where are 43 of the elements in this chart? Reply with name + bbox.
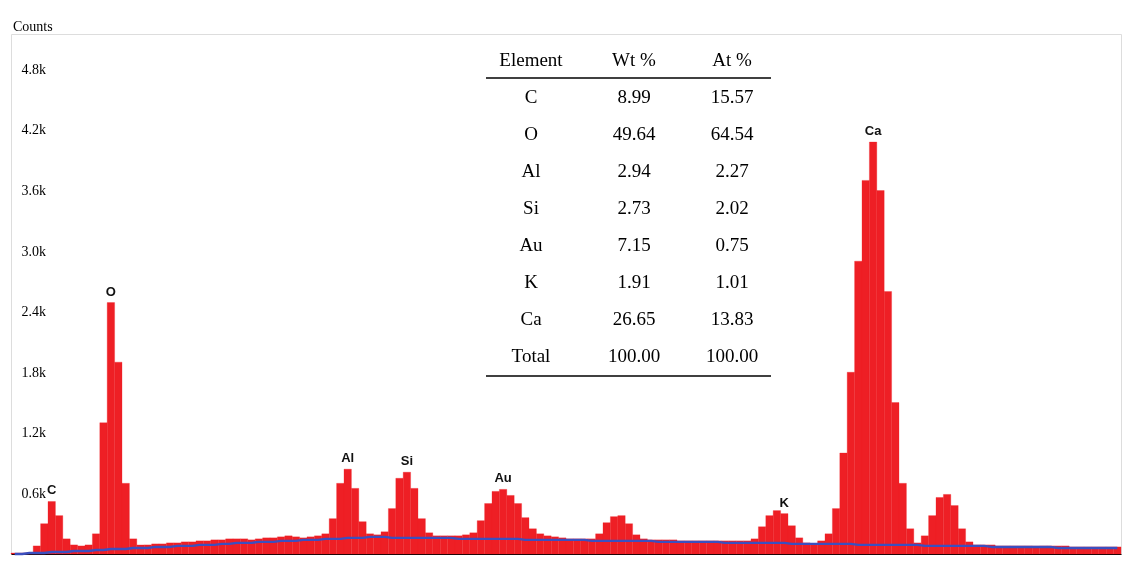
data-label: Si [400,453,414,469]
data-label: Ca [864,123,883,139]
y-tick-label: 4.2k [21,122,46,138]
annotation: Total [511,345,551,366]
annotation: 1.01 [715,271,749,292]
annotation: 2.02 [715,197,749,218]
annotation: 2.94 [617,160,652,181]
data-label: C [47,482,57,498]
y-tick-label: 4.8k [21,61,46,77]
annotation: 49.64 [612,123,656,144]
annotation: K [524,271,539,292]
annotation: 0.75 [715,234,749,255]
annotation: 2.73 [617,197,651,218]
data-label: K [779,494,790,510]
y-tick-label: 2.4k [21,304,46,320]
y-tick-label: 1.2k [21,425,46,441]
annotation: Wt % [612,49,657,70]
annotation: 15.57 [710,86,754,107]
y-tick-label: 3.0k [21,243,46,259]
data-label: O [105,283,116,299]
annotation: O [524,123,538,144]
data-label: Al [341,450,355,466]
annotation: 26.65 [612,308,656,329]
y-axis-title: Counts [13,19,53,34]
annotation: 100.00 [705,345,759,366]
y-tick-label: 0.6k [21,485,46,501]
annotation: Al [521,160,541,181]
annotation: 100.00 [607,345,661,366]
data-label: Au [494,470,512,486]
y-tick-label: 1.8k [21,364,46,380]
annotation: Ca [520,308,543,329]
annotation: Element [499,49,564,70]
annotation: 13.83 [710,308,754,329]
annotation: 1.91 [617,271,651,292]
annotation: 2.27 [715,160,749,181]
annotation: Si [523,197,539,218]
annotation: 8.99 [617,86,651,107]
y-tick-label: 3.6k [21,183,46,198]
annotation: At % [712,49,752,70]
annotation: 64.54 [710,123,754,144]
annotation: 7.15 [617,234,651,255]
annotation: C [524,86,538,107]
annotation: Au [519,234,544,255]
